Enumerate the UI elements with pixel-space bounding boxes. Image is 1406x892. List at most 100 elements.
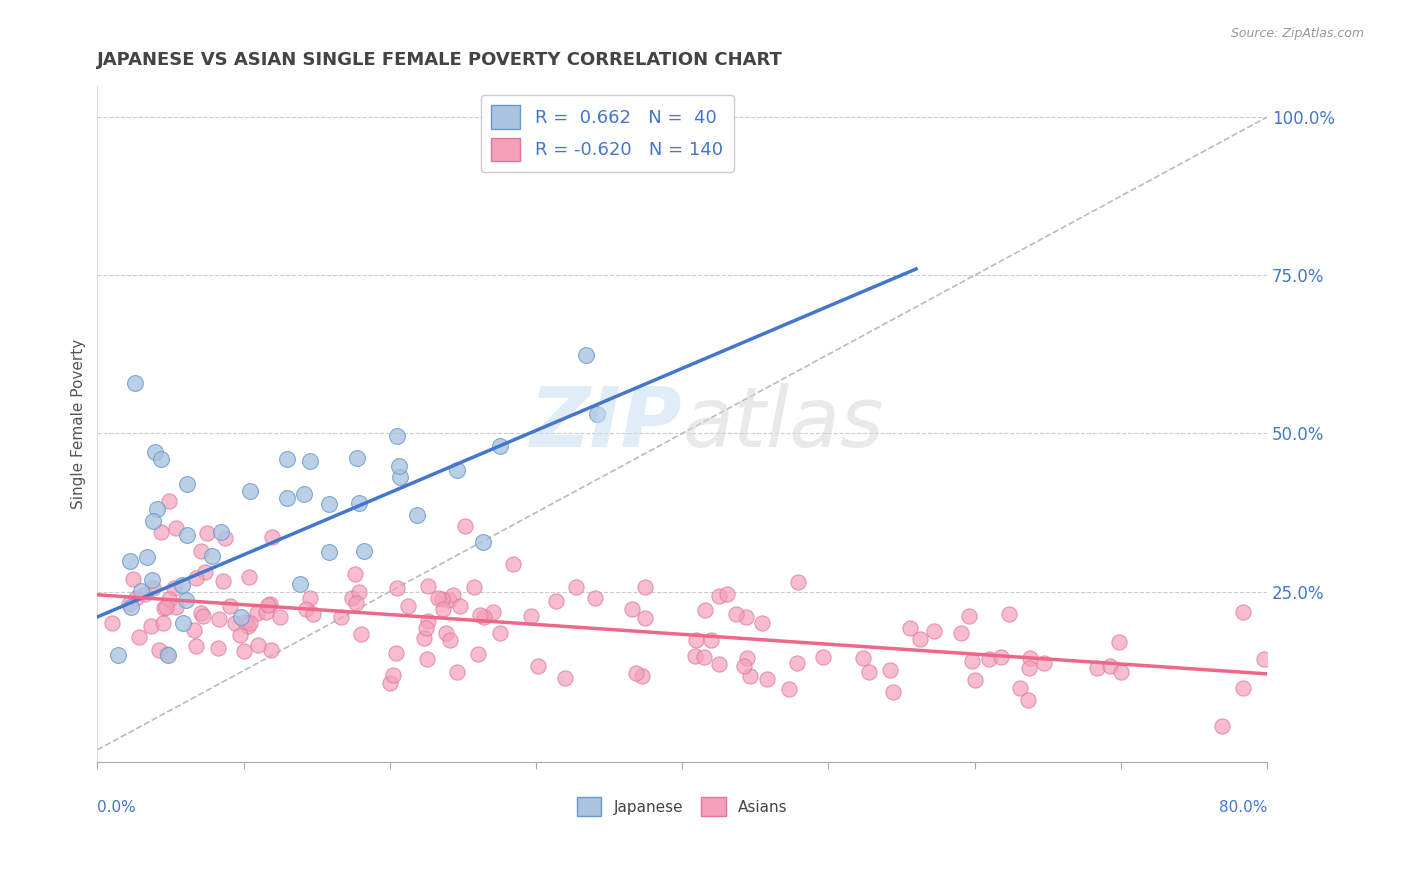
Point: [208, 612, 231, 626]
Point: [344, 566, 367, 581]
Point: [685, 632, 707, 647]
Point: [156, 647, 179, 661]
Point: [254, 606, 277, 620]
Point: [191, 608, 214, 623]
Point: [406, 508, 429, 522]
Point: [142, 514, 165, 528]
Point: [626, 665, 648, 680]
Point: [554, 672, 576, 686]
Point: [259, 597, 281, 611]
Point: [294, 487, 316, 501]
Point: [207, 640, 229, 655]
Point: [118, 554, 141, 568]
Point: [1018, 650, 1040, 665]
Point: [201, 549, 224, 563]
Text: JAPANESE VS ASIAN SINGLE FEMALE POVERTY CORRELATION CHART: JAPANESE VS ASIAN SINGLE FEMALE POVERTY …: [97, 51, 783, 69]
Point: [630, 669, 652, 683]
Point: [387, 428, 409, 442]
Point: [472, 610, 495, 624]
Point: [194, 565, 217, 579]
Point: [468, 608, 491, 623]
Point: [700, 632, 723, 647]
Point: [298, 591, 321, 605]
Point: [246, 607, 269, 621]
Point: [139, 619, 162, 633]
Point: [256, 599, 278, 613]
Point: [1085, 661, 1108, 675]
Point: [118, 597, 141, 611]
Point: [565, 580, 588, 594]
Point: [238, 569, 260, 583]
Point: [347, 495, 370, 509]
Point: [349, 585, 371, 599]
Point: [165, 599, 187, 614]
Point: [1232, 681, 1254, 695]
Point: [879, 663, 901, 677]
Point: [298, 453, 321, 467]
Point: [141, 573, 163, 587]
Point: [709, 657, 731, 671]
Point: [882, 685, 904, 699]
Point: [778, 682, 800, 697]
Point: [439, 592, 461, 607]
Point: [786, 656, 808, 670]
Point: [415, 621, 437, 635]
Point: [246, 638, 269, 652]
Point: [1211, 719, 1233, 733]
Point: [427, 591, 450, 605]
Point: [977, 651, 1000, 665]
Point: [276, 491, 298, 505]
Point: [184, 570, 207, 584]
Point: [340, 591, 363, 605]
Point: [302, 607, 325, 622]
Y-axis label: Single Female Poverty: Single Female Poverty: [72, 339, 86, 509]
Point: [575, 348, 598, 362]
Point: [330, 610, 353, 624]
Point: [385, 646, 408, 660]
Point: [387, 582, 409, 596]
Point: [142, 582, 165, 596]
Point: [463, 580, 485, 594]
Point: [260, 531, 283, 545]
Point: [693, 602, 716, 616]
Point: [143, 445, 166, 459]
Point: [157, 648, 180, 662]
Point: [446, 665, 468, 680]
Point: [446, 463, 468, 477]
Point: [344, 596, 367, 610]
Point: [733, 659, 755, 673]
Point: [229, 628, 252, 642]
Point: [146, 502, 169, 516]
Point: [1253, 652, 1275, 666]
Point: [122, 572, 145, 586]
Point: [388, 470, 411, 484]
Point: [489, 626, 512, 640]
Point: [233, 644, 256, 658]
Point: [260, 643, 283, 657]
Point: [172, 616, 194, 631]
Point: [488, 439, 510, 453]
Point: [432, 592, 454, 607]
Point: [755, 672, 778, 686]
Point: [735, 650, 758, 665]
Point: [472, 535, 495, 549]
Point: [170, 578, 193, 592]
Point: [388, 458, 411, 473]
Point: [152, 616, 174, 631]
Point: [787, 575, 810, 590]
Point: [128, 630, 150, 644]
Text: ZIP: ZIP: [530, 384, 682, 465]
Point: [276, 452, 298, 467]
Point: [734, 610, 756, 624]
Point: [236, 619, 259, 633]
Point: [176, 476, 198, 491]
Point: [960, 654, 983, 668]
Point: [692, 649, 714, 664]
Point: [908, 632, 931, 647]
Point: [353, 543, 375, 558]
Legend: Japanese, Asians: Japanese, Asians: [571, 790, 794, 822]
Point: [502, 557, 524, 571]
Point: [1108, 635, 1130, 649]
Point: [1111, 665, 1133, 680]
Point: [152, 601, 174, 615]
